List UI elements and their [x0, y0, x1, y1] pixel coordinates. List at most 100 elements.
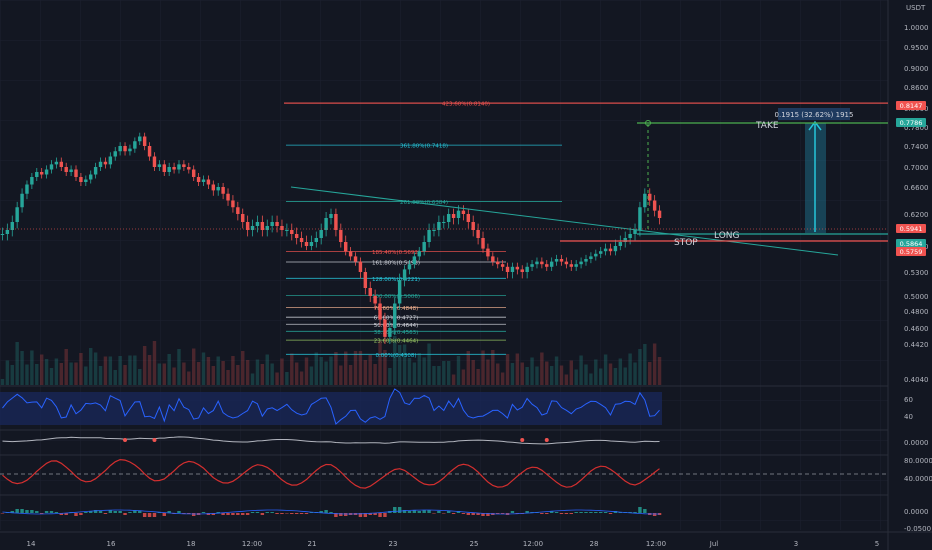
volume-bar — [314, 352, 319, 385]
volume-bar — [412, 362, 417, 385]
macd-bar — [0, 513, 5, 514]
candle-body — [466, 214, 471, 222]
candle-body — [496, 261, 500, 265]
price-badge — [896, 247, 926, 256]
volume-bar — [633, 362, 637, 385]
macd-bar — [481, 513, 485, 516]
candle-body — [285, 230, 289, 231]
candle-body — [64, 167, 68, 172]
macd-bar — [236, 513, 240, 515]
candle-body — [128, 148, 132, 152]
candle-body — [456, 210, 461, 218]
macd-bar — [98, 511, 103, 513]
candle-body — [594, 253, 598, 257]
candle-body — [142, 136, 147, 146]
volume-bar — [20, 351, 24, 385]
fib-retracement[interactable]: 423.60%(0.8140)361.80%(0.7418)261.80%(0.… — [284, 102, 888, 359]
volume-bar — [505, 354, 510, 385]
candle-body — [93, 167, 98, 175]
macd-bar — [373, 513, 377, 515]
macd-bar — [496, 513, 500, 514]
macd-bar — [74, 513, 78, 516]
candle-body — [10, 222, 14, 230]
trendline[interactable] — [290, 186, 839, 256]
candle-body — [324, 218, 328, 230]
macd-bar — [598, 512, 603, 513]
volume-bar — [157, 363, 162, 385]
fib-level-label: 128.00%(0.5221) — [372, 277, 420, 283]
time-tick: 12:00 — [646, 540, 666, 548]
candle-body — [491, 256, 495, 262]
volume-bar — [30, 350, 34, 385]
candle-body — [608, 248, 613, 252]
candle-body — [486, 248, 490, 257]
macd-bar — [569, 513, 573, 514]
candle-body — [152, 156, 157, 167]
macd-bar — [118, 511, 122, 513]
macd-bar — [290, 513, 294, 514]
macd-bar — [579, 512, 583, 513]
volume-bar — [510, 363, 515, 385]
macd-bar — [442, 513, 446, 514]
candle-body — [481, 238, 485, 249]
volume-bar — [304, 357, 309, 385]
macd-bar — [44, 511, 49, 513]
fib-level-label: 361.80%(0.7418) — [400, 144, 448, 150]
macd-bar — [559, 513, 564, 514]
candle-body — [613, 246, 618, 252]
projection-point — [645, 120, 651, 126]
macd-bar — [133, 510, 137, 513]
volume-bar — [98, 366, 103, 385]
macd-bar — [221, 513, 225, 515]
macd-bar — [476, 513, 480, 515]
volume-bar — [79, 353, 83, 385]
candle-body — [564, 261, 569, 265]
volume-bar — [442, 361, 446, 385]
volume-bar — [211, 366, 216, 385]
candle-body — [157, 164, 162, 167]
macd-bar — [241, 513, 245, 515]
macd-bar — [54, 512, 59, 513]
volume-bar — [427, 343, 431, 385]
price-tick: 0.5300 — [904, 269, 929, 277]
measure-label: 0.1915 (32.62%) 1915 — [775, 111, 854, 119]
volume-bar — [93, 352, 98, 385]
macd-bar — [643, 509, 647, 513]
macd-bar — [422, 510, 426, 513]
macd-bar — [10, 511, 14, 513]
candle-body — [525, 266, 529, 272]
candle-body — [113, 151, 117, 157]
fib-level-label: 38.20%(0.4563) — [374, 330, 419, 336]
volume-bar — [456, 356, 461, 385]
candle-body — [191, 169, 196, 177]
macd-bar — [402, 510, 407, 513]
candle-body — [437, 222, 441, 230]
candle-body — [329, 214, 333, 218]
macd-bar — [226, 513, 230, 515]
macd-bar — [108, 510, 113, 513]
volume-bar — [206, 357, 211, 385]
currency-label: USDT — [906, 4, 926, 12]
macd-bar — [545, 513, 549, 514]
price-badge — [896, 118, 926, 127]
volume-bar — [476, 369, 480, 385]
candle-body — [182, 164, 186, 167]
volume-bar — [172, 367, 176, 385]
volume-bar — [397, 345, 402, 385]
volume-bar — [598, 368, 603, 385]
macd-bar — [49, 511, 54, 513]
candle-body — [643, 193, 647, 208]
candle-body — [54, 161, 59, 165]
macd-bar — [334, 513, 338, 517]
volume-bar — [618, 358, 623, 385]
volume-bar — [348, 365, 353, 385]
volume-bar — [103, 356, 108, 385]
candle-body — [559, 259, 564, 262]
candle-body — [603, 248, 608, 252]
candle-body — [442, 222, 446, 223]
macd-bar — [456, 511, 461, 513]
macd-bar — [304, 513, 309, 514]
candle-body — [236, 207, 240, 214]
macd-bar — [432, 513, 436, 514]
